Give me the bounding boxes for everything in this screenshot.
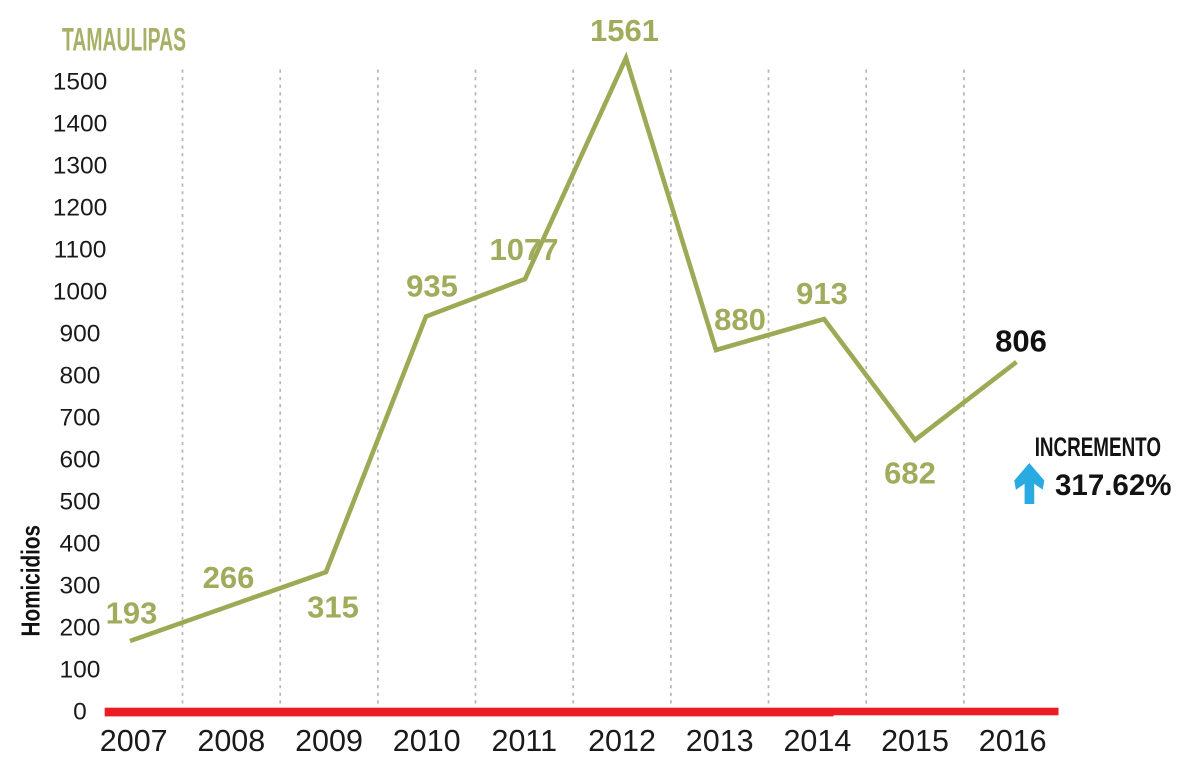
svg-text:935: 935 xyxy=(406,269,458,304)
svg-text:2016: 2016 xyxy=(979,724,1047,758)
svg-text:315: 315 xyxy=(307,590,359,625)
svg-text:800: 800 xyxy=(60,363,101,390)
svg-text:2011: 2011 xyxy=(492,724,558,758)
svg-text:193: 193 xyxy=(106,596,158,631)
svg-text:1500: 1500 xyxy=(53,69,108,96)
svg-text:200: 200 xyxy=(60,615,101,642)
svg-text:Homicidios: Homicidios xyxy=(16,525,46,637)
svg-text:400: 400 xyxy=(60,531,101,558)
svg-text:2008: 2008 xyxy=(197,724,265,758)
svg-text:2007: 2007 xyxy=(100,724,168,758)
svg-text:300: 300 xyxy=(60,573,101,600)
svg-text:2012: 2012 xyxy=(588,724,656,758)
svg-text:600: 600 xyxy=(60,447,101,474)
svg-text:500: 500 xyxy=(60,489,101,516)
svg-text:TAMAULIPAS: TAMAULIPAS xyxy=(62,22,186,58)
svg-text:900: 900 xyxy=(60,321,101,348)
svg-text:1400: 1400 xyxy=(53,111,108,138)
svg-text:1300: 1300 xyxy=(53,153,108,180)
svg-text:2010: 2010 xyxy=(393,724,461,758)
svg-text:2013: 2013 xyxy=(686,724,754,758)
svg-text:100: 100 xyxy=(60,657,101,684)
svg-text:806: 806 xyxy=(995,324,1047,359)
svg-text:700: 700 xyxy=(60,405,101,432)
svg-text:913: 913 xyxy=(796,276,848,311)
svg-text:880: 880 xyxy=(714,302,766,337)
svg-text:317.62%: 317.62% xyxy=(1055,469,1171,502)
svg-text:266: 266 xyxy=(203,560,255,595)
svg-text:0: 0 xyxy=(73,699,87,726)
svg-text:2009: 2009 xyxy=(295,724,363,758)
svg-text:1561: 1561 xyxy=(590,13,659,48)
svg-text:1000: 1000 xyxy=(53,279,108,306)
svg-text:INCREMENTO: INCREMENTO xyxy=(1035,432,1161,462)
svg-text:1200: 1200 xyxy=(53,195,108,222)
svg-text:1077: 1077 xyxy=(490,232,559,267)
svg-text:2015: 2015 xyxy=(881,724,949,758)
svg-text:682: 682 xyxy=(884,456,936,491)
svg-text:1100: 1100 xyxy=(54,237,107,264)
svg-text:2014: 2014 xyxy=(783,724,851,758)
